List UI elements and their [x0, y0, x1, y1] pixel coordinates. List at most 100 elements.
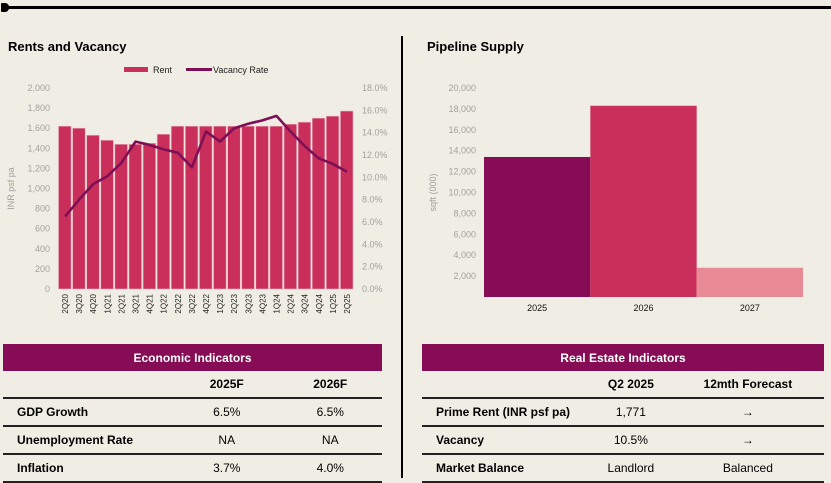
x-tick-label: 3Q23: [244, 293, 253, 313]
x-tick-label: 1Q22: [160, 293, 169, 313]
y-tick-label: 2,000: [453, 271, 476, 281]
supply-bar: [484, 157, 590, 297]
y-tick-label: 600: [35, 224, 50, 234]
y2-tick-label: 16.0%: [362, 105, 388, 115]
y-axis-label: sqft (000): [428, 173, 438, 211]
y2-tick-label: 10.0%: [362, 172, 388, 182]
rent-bar: [228, 126, 241, 289]
rent-bar: [284, 124, 297, 289]
pipeline-supply-chart: 2,0004,0006,0008,00010,00012,00014,00016…: [403, 55, 831, 320]
x-tick-label: 1Q21: [103, 293, 112, 313]
rent-bar: [312, 118, 325, 289]
y-tick-label: 14,000: [448, 146, 476, 156]
rent-bar: [87, 135, 100, 289]
rent-bar: [256, 126, 269, 289]
x-tick-label: 1Q24: [272, 293, 281, 313]
x-tick-label: 4Q23: [258, 293, 267, 313]
rent-bar: [73, 128, 86, 289]
y-tick-label: 200: [35, 264, 50, 274]
y-tick-label: 6,000: [453, 229, 476, 239]
supply-bar: [590, 106, 696, 297]
pipeline-supply-title: Pipeline Supply: [427, 39, 524, 54]
rent-bar: [185, 126, 198, 289]
legend-rent-swatch: [124, 67, 148, 72]
x-tick-label: 2Q23: [230, 293, 239, 313]
x-tick-label: 1Q25: [329, 293, 338, 313]
table-row: Prime Rent (INR psf pa) 1,771 →: [422, 398, 824, 426]
table-row: Vacancy 10.5% →: [422, 426, 824, 454]
rent-bar: [157, 134, 170, 289]
y-tick-label: 12,000: [448, 167, 476, 177]
y-tick-label: 2,000: [27, 83, 50, 93]
economic-indicators-header: Economic Indicators: [3, 344, 382, 371]
y-tick-label: 1,400: [27, 143, 50, 153]
table-row: Unemployment Rate NA NA: [3, 426, 382, 454]
re-col-q2-2025: Q2 2025: [590, 371, 672, 398]
row-label: Vacancy: [422, 426, 590, 454]
rent-bar: [340, 111, 353, 289]
economic-col-2025f: 2025F: [175, 371, 279, 398]
cell-value: 1,771: [590, 398, 672, 426]
rents-vacancy-title: Rents and Vacancy: [8, 39, 127, 54]
y-tick-label: 400: [35, 244, 50, 254]
rent-bar: [270, 126, 283, 289]
y2-tick-label: 14.0%: [362, 128, 388, 138]
x-tick-label: 4Q20: [89, 293, 98, 313]
x-tick-label: 2027: [740, 303, 760, 313]
rent-bar: [242, 126, 255, 289]
y2-tick-label: 0.0%: [362, 284, 383, 294]
economic-col-2026f: 2026F: [279, 371, 383, 398]
y-tick-label: 1,200: [27, 163, 50, 173]
rent-bar: [143, 143, 156, 289]
cell-value: NA: [175, 426, 279, 454]
real-estate-indicators-header: Real Estate Indicators: [422, 344, 824, 371]
x-tick-label: 2026: [633, 303, 653, 313]
x-tick-label: 2Q24: [287, 293, 296, 313]
row-label: GDP Growth: [3, 398, 175, 426]
x-tick-label: 3Q22: [188, 293, 197, 313]
real-estate-indicators-table: Real Estate Indicators Q2 2025 12mth For…: [422, 344, 824, 483]
x-tick-label: 2025: [527, 303, 547, 313]
y2-tick-label: 6.0%: [362, 217, 383, 227]
x-tick-label: 2Q25: [343, 293, 352, 313]
header-rule: [6, 6, 831, 9]
rent-bar: [326, 116, 339, 289]
x-tick-label: 2Q20: [61, 293, 70, 313]
x-tick-label: 4Q24: [315, 293, 324, 313]
x-tick-label: 2Q21: [117, 293, 126, 313]
x-tick-label: 3Q24: [301, 293, 310, 313]
row-label: Prime Rent (INR psf pa): [422, 398, 590, 426]
y2-tick-label: 2.0%: [362, 262, 383, 272]
y-axis-label: INR psf pa: [6, 167, 16, 210]
rent-bar: [101, 140, 114, 289]
rent-bar: [129, 144, 142, 289]
cell-value: 6.5%: [279, 398, 383, 426]
y-tick-label: 1,800: [27, 103, 50, 113]
economic-indicators-table: Economic Indicators 2025F 2026F GDP Grow…: [3, 344, 382, 483]
y2-tick-label: 4.0%: [362, 239, 383, 249]
x-tick-label: 4Q21: [146, 293, 155, 313]
forecast-arrow-icon: →: [672, 426, 824, 454]
y-tick-label: 1,600: [27, 123, 50, 133]
y2-tick-label: 12.0%: [362, 150, 388, 160]
y-tick-label: 1,000: [27, 184, 50, 194]
rent-bar: [59, 126, 72, 289]
cell-value: 10.5%: [590, 426, 672, 454]
y2-tick-label: 18.0%: [362, 83, 388, 93]
x-tick-label: 3Q20: [75, 293, 84, 313]
x-tick-label: 3Q21: [132, 293, 141, 313]
table-row: GDP Growth 6.5% 6.5%: [3, 398, 382, 426]
x-tick-label: 4Q22: [202, 293, 211, 313]
forecast-arrow-icon: →: [672, 398, 824, 426]
legend-vacancy-label: Vacancy Rate: [213, 65, 268, 75]
y-tick-label: 4,000: [453, 250, 476, 260]
row-label: Unemployment Rate: [3, 426, 175, 454]
y-tick-label: 800: [35, 204, 50, 214]
y-tick-label: 0: [45, 284, 50, 294]
rent-bar: [199, 126, 212, 289]
rent-bar: [214, 126, 227, 289]
y-tick-label: 8,000: [453, 208, 476, 218]
cell-value: 6.5%: [175, 398, 279, 426]
re-col-12mth-forecast: 12mth Forecast: [672, 371, 824, 398]
